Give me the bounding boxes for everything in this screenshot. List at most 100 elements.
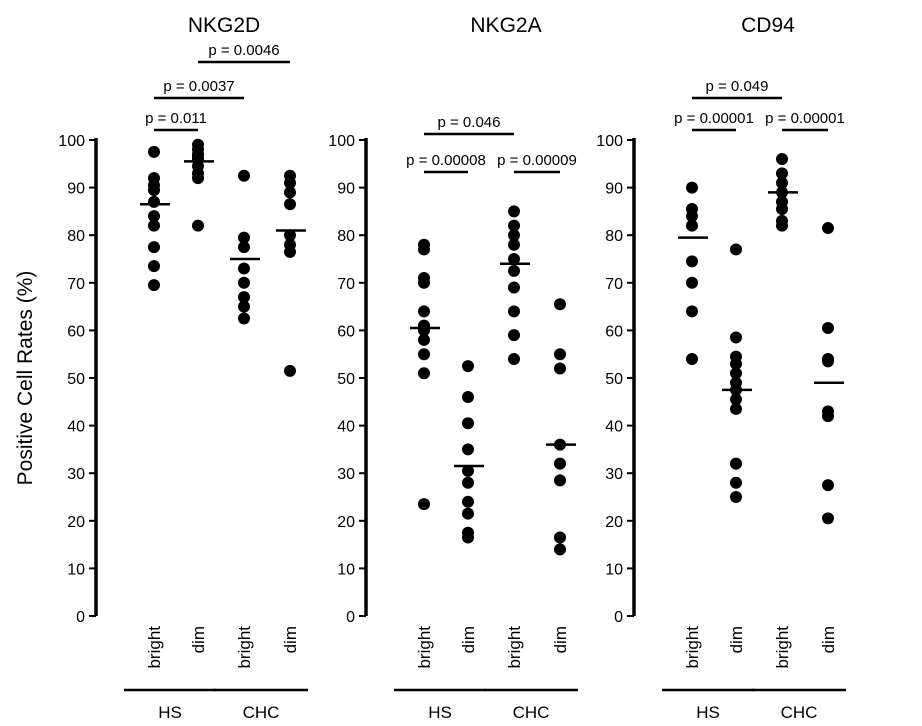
data-point (238, 291, 250, 304)
y-tick-label: 20 (605, 514, 623, 531)
category-label-bright: bright (683, 626, 702, 669)
data-point (730, 331, 742, 344)
y-tick-label: 60 (605, 323, 623, 340)
y-tick-label: 0 (614, 609, 623, 626)
y-tick-label: 70 (605, 276, 623, 293)
data-point (508, 305, 520, 318)
data-point (148, 241, 160, 254)
data-point (418, 305, 430, 318)
y-tick-label: 90 (337, 181, 355, 198)
category-label-dim: dim (551, 626, 570, 653)
data-point (822, 512, 834, 525)
category-label-dim: dim (281, 626, 300, 653)
data-point (284, 198, 296, 211)
y-tick-label: 60 (67, 323, 85, 340)
data-point (462, 443, 474, 456)
category-label-bright: bright (415, 626, 434, 669)
category-label-dim: dim (727, 626, 746, 653)
y-tick-label: 10 (337, 561, 355, 578)
y-tick-label: 90 (67, 181, 85, 198)
p-value-label: p = 0.00001 (765, 110, 845, 127)
y-tick-label: 70 (67, 276, 85, 293)
y-tick-label: 10 (67, 561, 85, 578)
y-tick-label: 80 (67, 228, 85, 245)
data-point (462, 391, 474, 404)
y-tick-label: 10 (605, 561, 623, 578)
data-point (238, 169, 250, 182)
data-point (508, 229, 520, 242)
data-point (148, 145, 160, 158)
data-point (776, 219, 788, 232)
data-point (418, 333, 430, 346)
y-tick-label: 100 (328, 133, 355, 150)
y-tick-label: 20 (337, 514, 355, 531)
data-point (686, 255, 698, 268)
data-point (238, 241, 250, 254)
p-value-label: p = 0.046 (438, 114, 501, 131)
y-tick-label: 90 (605, 181, 623, 198)
data-point (418, 367, 430, 380)
group-label-chc: CHC (513, 703, 550, 722)
category-label-bright: bright (235, 626, 254, 669)
data-point (508, 329, 520, 342)
y-axis-label-group: Positive Cell Rates (%) (14, 271, 37, 486)
data-point (822, 479, 834, 492)
data-point (776, 153, 788, 166)
p-value-label: p = 0.049 (706, 78, 769, 95)
data-point (554, 474, 566, 487)
data-point (686, 210, 698, 223)
data-point (462, 531, 474, 544)
data-point (148, 260, 160, 273)
y-tick-label: 100 (596, 133, 623, 150)
data-point (148, 279, 160, 292)
data-point (730, 476, 742, 489)
data-point (554, 457, 566, 470)
data-point (508, 253, 520, 265)
data-point (284, 364, 296, 377)
panel-nkg2d: NKG2D 0 10 20 30 40 50 60 70 80 90 100 bright dim brig… (58, 14, 308, 722)
data-point (730, 357, 742, 370)
data-point (508, 219, 520, 232)
data-point (508, 238, 520, 251)
data-point (686, 219, 698, 232)
data-point (418, 243, 430, 256)
p-value-label: p = 0.011 (145, 110, 207, 127)
category-label-bright: bright (773, 626, 792, 669)
data-point (686, 276, 698, 289)
data-point (462, 495, 474, 508)
data-point (148, 219, 160, 232)
data-point (418, 498, 430, 511)
p-value-label: p = 0.00001 (674, 110, 754, 127)
data-point (238, 300, 250, 313)
data-point (238, 312, 250, 325)
data-point (730, 491, 742, 503)
data-point (148, 210, 160, 223)
category-label-dim: dim (459, 626, 478, 653)
group-label-hs: HS (696, 703, 720, 722)
data-point (508, 264, 520, 277)
y-tick-label: 50 (337, 371, 355, 388)
panel-title: NKG2A (470, 14, 541, 37)
y-tick-label: 20 (67, 514, 85, 531)
category-label-dim: dim (819, 626, 838, 653)
y-tick-label: 80 (605, 228, 623, 245)
p-value-label: p = 0.0037 (163, 78, 234, 95)
data-point (686, 352, 698, 365)
panel-nkg2a: NKG2A 0 10 20 30 40 50 60 70 80 90 100 bright dim brig… (328, 14, 578, 722)
data-point (284, 229, 296, 242)
y-tick-label: 70 (337, 276, 355, 293)
y-tick-label: 100 (58, 133, 85, 150)
y-tick-label: 40 (67, 419, 85, 436)
data-point (776, 203, 788, 216)
y-tick-label: 80 (337, 228, 355, 245)
y-tick-label: 60 (337, 323, 355, 340)
y-tick-label: 30 (67, 466, 85, 483)
data-point (822, 222, 834, 235)
data-point (462, 476, 474, 489)
data-point (776, 176, 788, 189)
category-label-bright: bright (145, 626, 164, 669)
y-axis-label: Positive Cell Rates (%) (14, 271, 37, 486)
data-point (148, 195, 160, 208)
